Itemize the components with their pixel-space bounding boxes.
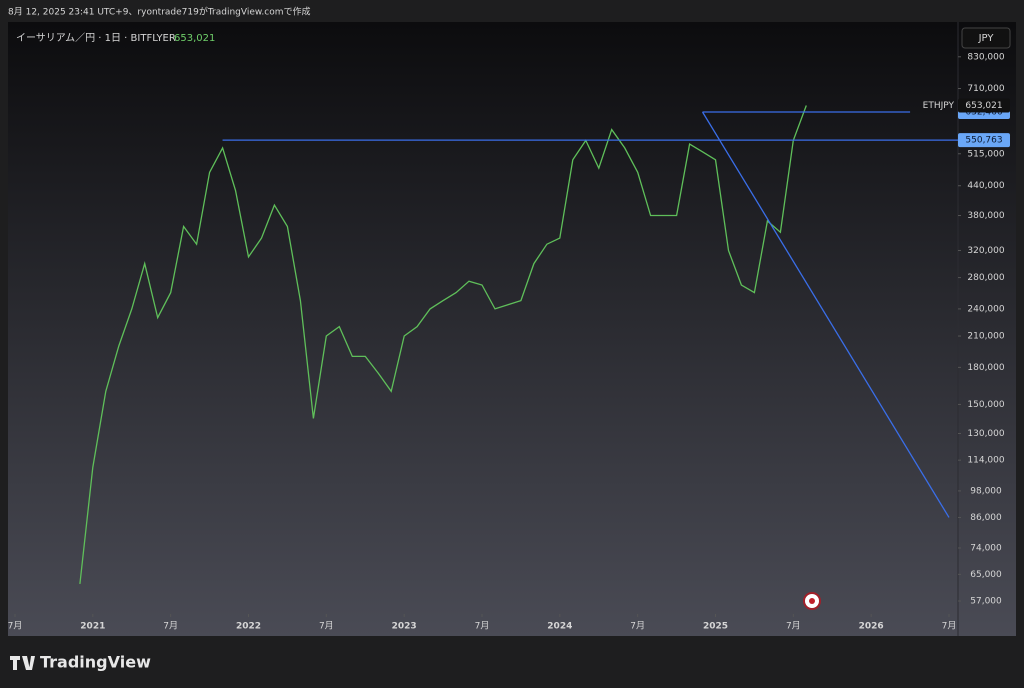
x-tick-label: 7月 (163, 621, 178, 632)
currency-button[interactable] (961, 27, 1011, 49)
y-tick-label: 240,000 (967, 304, 1004, 314)
y-tick-label: 280,000 (967, 273, 1004, 283)
legend-symbol: イーサリアム／円 · 1日 · BITFLYER (16, 32, 176, 44)
x-tick-label: 2024 (547, 622, 572, 632)
y-tick-label: 515,000 (967, 149, 1004, 159)
y-tick-label: 440,000 (967, 181, 1004, 191)
y-tick-label: 57,000 (970, 597, 1002, 607)
last-price-tag (958, 98, 1010, 113)
legend-price: 653,021 (174, 33, 215, 44)
y-tick-label: 130,000 (967, 429, 1004, 439)
last-price-label: 653,021 (965, 101, 1002, 111)
plot (79, 105, 807, 584)
level-tag (958, 133, 1010, 148)
price-line (79, 105, 807, 584)
y-tick-label: 98,000 (970, 486, 1002, 496)
x-tick-label: 7月 (630, 621, 645, 632)
y-tick-label: 74,000 (970, 543, 1002, 553)
x-tick-label: 7月 (8, 621, 23, 632)
x-tick-label: 7月 (786, 621, 801, 632)
trend-line (701, 111, 950, 518)
last-price-name: ETHJPY (923, 101, 955, 111)
currency-label: JPY (978, 33, 995, 44)
y-tick-label: 86,000 (970, 513, 1002, 523)
x-tick-label: 2025 (703, 622, 728, 632)
y-tick-label: 710,000 (967, 84, 1004, 94)
brand-logo (10, 656, 35, 670)
chart-pane (8, 22, 1016, 636)
header-caption: 8月 12, 2025 23:41 UTC+9、ryontrade719がTra… (8, 6, 310, 18)
y-tick-label: 210,000 (967, 332, 1004, 342)
y-tick-label: 830,000 (967, 52, 1004, 62)
brand-name: TradingView (40, 653, 151, 672)
x-tick-label: 2023 (392, 622, 417, 632)
y-tick-label: 380,000 (967, 211, 1004, 221)
y-tick-label: 65,000 (970, 570, 1002, 580)
x-tick-label: 2021 (80, 622, 105, 632)
y-tick-label: 180,000 (967, 363, 1004, 373)
level-tag-label: 550,763 (965, 136, 1002, 146)
y-tick-label: 114,000 (967, 456, 1004, 466)
x-tick-label: 2026 (859, 622, 884, 632)
x-tick-label: 7月 (475, 621, 490, 632)
event-marker-dot (809, 598, 815, 604)
x-tick-label: 7月 (319, 621, 334, 632)
x-tick-label: 2022 (236, 622, 261, 632)
y-tick-label: 150,000 (967, 400, 1004, 410)
y-tick-label: 320,000 (967, 246, 1004, 256)
x-tick-label: 7月 (942, 621, 957, 632)
